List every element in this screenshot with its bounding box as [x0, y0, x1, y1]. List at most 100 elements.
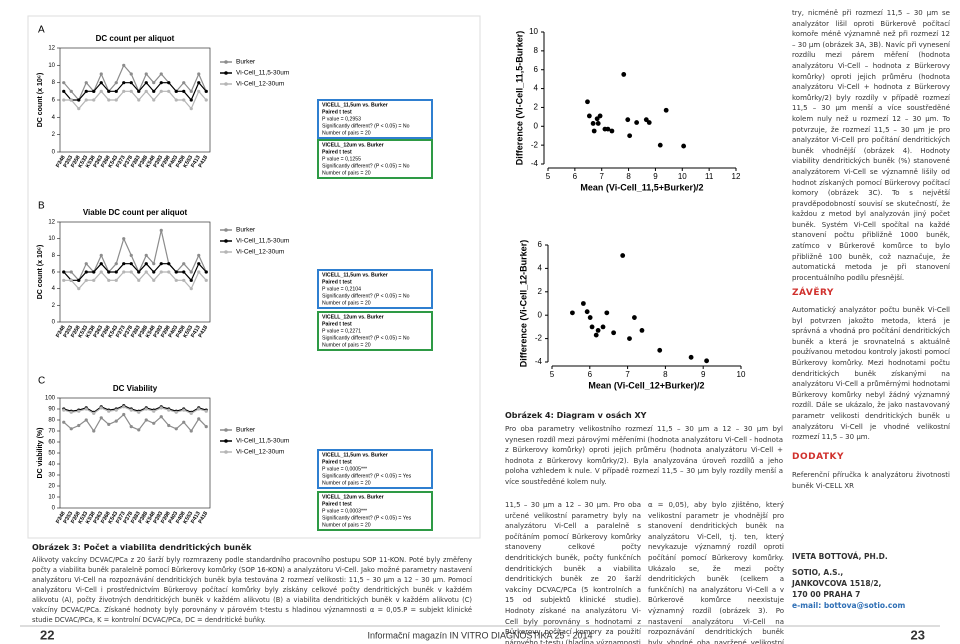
legend-label: Vi-Cell_11,5-30um [236, 70, 289, 77]
data-point [167, 262, 171, 266]
y-tick-label: 2 [534, 103, 539, 112]
data-point [62, 408, 66, 412]
data-point [92, 411, 96, 415]
stat-line: Paired t test [322, 459, 352, 465]
y-axis-label: DC count (x 10⁶) [37, 73, 44, 128]
data-point [688, 354, 694, 360]
data-point [586, 113, 592, 119]
y-axis-label: DC viability (%) [37, 428, 44, 479]
data-point [609, 128, 615, 134]
data-point [589, 324, 595, 330]
data-point [152, 81, 156, 85]
y-tick-label: 0 [538, 310, 543, 319]
y-tick-label: -4 [531, 159, 539, 168]
author-name: IVETA BOTTOVÁ, PH.D. [792, 552, 888, 561]
data-point [174, 89, 178, 93]
data-point [182, 270, 186, 274]
data-point [84, 262, 88, 266]
x-tick-label: P413 [190, 325, 202, 339]
x-tick-label: P348 [55, 511, 67, 525]
data-point [159, 72, 163, 76]
data-point [595, 121, 601, 126]
x-tick-label: P398 [160, 325, 172, 339]
body-text: Automatický analyzátor počtu buněk Vi-Ce… [792, 306, 950, 442]
data-point [182, 81, 186, 85]
stat-line: VICELL_11,5um vs. Burker [322, 102, 388, 108]
data-point [152, 270, 156, 274]
data-point [84, 407, 88, 411]
y-tick-label: 0 [52, 150, 56, 156]
y-tick-label: 40 [48, 462, 55, 468]
data-point [587, 315, 593, 320]
data-point [77, 98, 81, 102]
stat-line: Number of pairs = 20 [322, 170, 371, 176]
data-point [189, 278, 193, 282]
stat-line: Paired t test [322, 321, 352, 327]
legend-label: Vi-Cell_12-30um [236, 81, 284, 88]
data-point [107, 278, 111, 282]
data-point [122, 237, 126, 241]
stat-box [317, 491, 433, 531]
x-tick-label: 8 [626, 172, 631, 181]
x-tick-label: 7 [625, 370, 630, 379]
legend-marker [224, 239, 228, 243]
y-tick-label: 100 [45, 396, 56, 402]
data-point [634, 120, 640, 125]
x-tick-label: P373 [115, 155, 127, 169]
x-tick-label: P358 [70, 325, 82, 339]
data-point [144, 253, 148, 257]
y-axis-label: Difference (Vi-Cell_11,5-Burker) [514, 31, 524, 165]
panel-label: C [38, 376, 45, 387]
x-tick-label: P413 [190, 155, 202, 169]
x-tick-label: P418 [198, 511, 210, 525]
y-tick-label: 60 [48, 440, 55, 446]
data-point [681, 143, 687, 149]
data-point [144, 262, 148, 266]
x-tick-label: P363 [93, 511, 105, 525]
x-tick-label: 10 [678, 172, 687, 181]
data-point [621, 72, 627, 77]
y-tick-label: 4 [52, 286, 56, 292]
figure-caption: Alikvoty vakcíny DCVAC/PCa z 20 šarží by… [32, 556, 472, 624]
data-point [197, 270, 201, 274]
data-point [122, 270, 126, 274]
data-point [84, 270, 88, 274]
author-address: JANKOVCOVA 1518/2, [792, 579, 882, 588]
data-point [704, 358, 710, 364]
x-tick-label: P363 [93, 325, 105, 339]
data-point [114, 408, 118, 412]
legend-label: Vi-Cell_12-30um [236, 249, 284, 256]
data-point [204, 409, 208, 413]
data-point [167, 408, 171, 412]
author-address: SOTIO, A.S., [792, 568, 844, 577]
author-email[interactable]: e-mail: bottova@sotio.com [792, 601, 906, 610]
data-point [122, 262, 126, 266]
data-point [182, 262, 186, 266]
x-tick-label: P358 [70, 155, 82, 169]
data-point [159, 228, 163, 232]
data-point [182, 89, 186, 93]
x-tick-label: 9 [653, 172, 658, 181]
data-point [137, 98, 141, 102]
stat-line: Significantly different? (P < 0.05) = Ye… [322, 473, 412, 479]
data-point [129, 89, 133, 93]
data-point [197, 81, 201, 85]
data-point [189, 107, 193, 111]
y-tick-label: 80 [48, 418, 55, 424]
data-point [189, 411, 193, 415]
stat-line: VICELL_12um vs. Burker [322, 314, 384, 320]
stat-line: P value = 0,2953 [322, 116, 361, 122]
data-point [197, 262, 201, 266]
legend-marker [224, 71, 228, 75]
data-point [152, 262, 156, 266]
legend-label: Vi-Cell_12-30um [236, 449, 284, 456]
data-point [137, 270, 141, 274]
data-point [122, 412, 126, 417]
data-point [639, 328, 645, 333]
x-tick-label: 12 [732, 172, 741, 181]
data-point [590, 121, 596, 126]
y-tick-label: 8 [52, 253, 56, 259]
y-tick-label: 6 [52, 270, 56, 276]
x-tick-label: P418 [198, 155, 210, 169]
data-point [62, 98, 66, 102]
